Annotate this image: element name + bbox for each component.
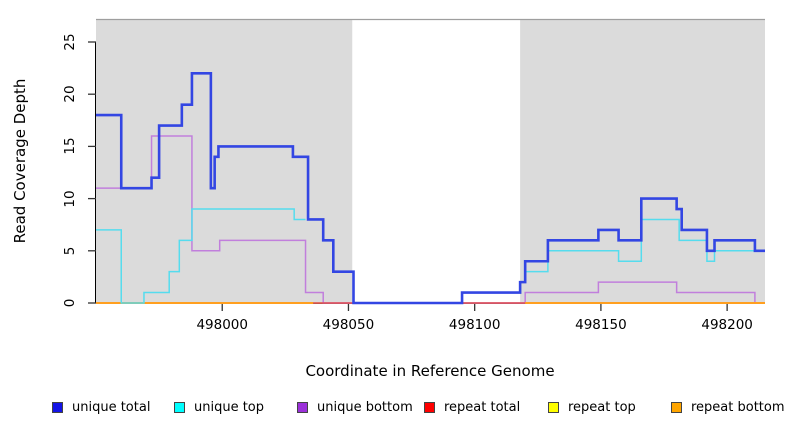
legend-swatch-repeat-top <box>548 401 559 413</box>
legend-label: unique total <box>72 399 151 415</box>
legend-item-unique-bottom: unique bottom <box>297 399 413 415</box>
legend-label: unique top <box>194 399 265 415</box>
legend-label: repeat total <box>444 399 521 415</box>
x-tick-label: 498000 <box>196 317 248 333</box>
legend-item-repeat-top: repeat top <box>548 399 636 415</box>
legend-label: repeat top <box>568 399 636 415</box>
x-tick-label: 498200 <box>701 317 753 333</box>
legend-item-repeat-total: repeat total <box>424 399 521 415</box>
y-tick-label: 15 <box>62 137 78 155</box>
shaded-repeat-region-right <box>520 19 765 303</box>
legend-label: repeat bottom <box>691 399 785 415</box>
legend-item-unique-total: unique total <box>52 399 151 415</box>
x-tick-label: 498050 <box>322 317 375 333</box>
legend-swatch-unique-total <box>52 401 63 413</box>
legend-label: unique bottom <box>317 399 413 415</box>
series-line-unique-bottom <box>96 135 765 304</box>
y-axis-title: Read Coverage Depth <box>11 78 29 244</box>
legend-swatch-unique-top <box>174 401 185 413</box>
y-tick-label: 20 <box>62 85 78 103</box>
y-tick-label: 0 <box>62 298 78 308</box>
shaded-repeat-region-left <box>96 19 353 303</box>
series-line-unique-top <box>96 208 765 304</box>
x-tick-label: 498100 <box>448 317 501 333</box>
legend-item-unique-top: unique top <box>174 399 265 415</box>
legend-swatch-unique-bottom <box>297 401 308 413</box>
legend-swatch-repeat-total <box>424 401 435 413</box>
y-tick-label: 25 <box>62 33 78 51</box>
y-tick-label: 5 <box>62 246 78 256</box>
y-tick-label: 10 <box>62 190 78 208</box>
x-tick-label: 498150 <box>575 317 627 333</box>
legend-item-repeat-bottom: repeat bottom <box>671 399 785 415</box>
series-line-unique-total <box>96 72 765 305</box>
legend-swatch-repeat-bottom <box>671 401 682 413</box>
x-axis-title: Coordinate in Reference Genome <box>305 362 555 380</box>
